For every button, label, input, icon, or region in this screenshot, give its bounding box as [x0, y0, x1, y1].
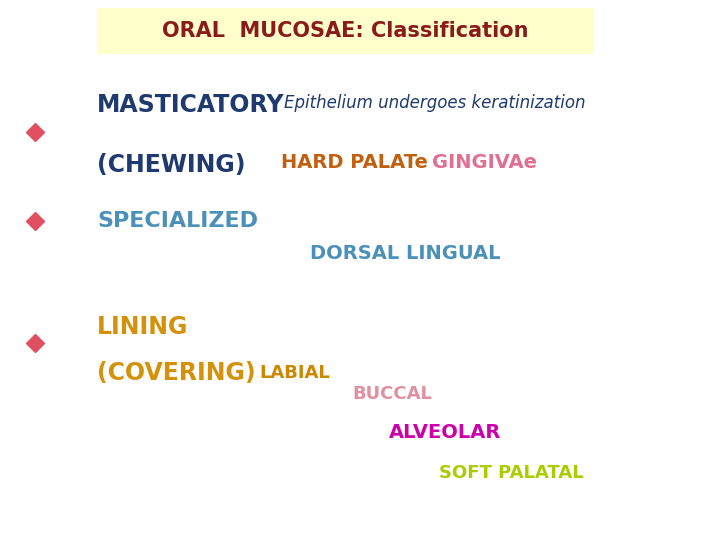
Text: (CHEWING): (CHEWING) — [97, 153, 246, 177]
Text: MASTICATORY: MASTICATORY — [97, 93, 285, 117]
Text: HARD PALATe: HARD PALATe — [281, 152, 428, 172]
Text: SPECIALIZED: SPECIALIZED — [97, 211, 258, 232]
Text: DORSAL LINGUAL: DORSAL LINGUAL — [310, 244, 500, 264]
Text: LABIAL: LABIAL — [259, 363, 330, 382]
Text: Epithelium undergoes keratinization: Epithelium undergoes keratinization — [284, 93, 586, 112]
Text: ALVEOLAR: ALVEOLAR — [389, 422, 501, 442]
Text: GINGIVAe: GINGIVAe — [432, 152, 537, 172]
Text: SOFT PALATAL: SOFT PALATAL — [439, 463, 584, 482]
Text: (COVERING): (COVERING) — [97, 361, 256, 384]
Text: ORAL  MUCOSAE: Classification: ORAL MUCOSAE: Classification — [162, 21, 529, 41]
FancyBboxPatch shape — [97, 8, 594, 54]
Text: BUCCAL: BUCCAL — [353, 385, 433, 403]
Text: LINING: LINING — [97, 315, 189, 339]
